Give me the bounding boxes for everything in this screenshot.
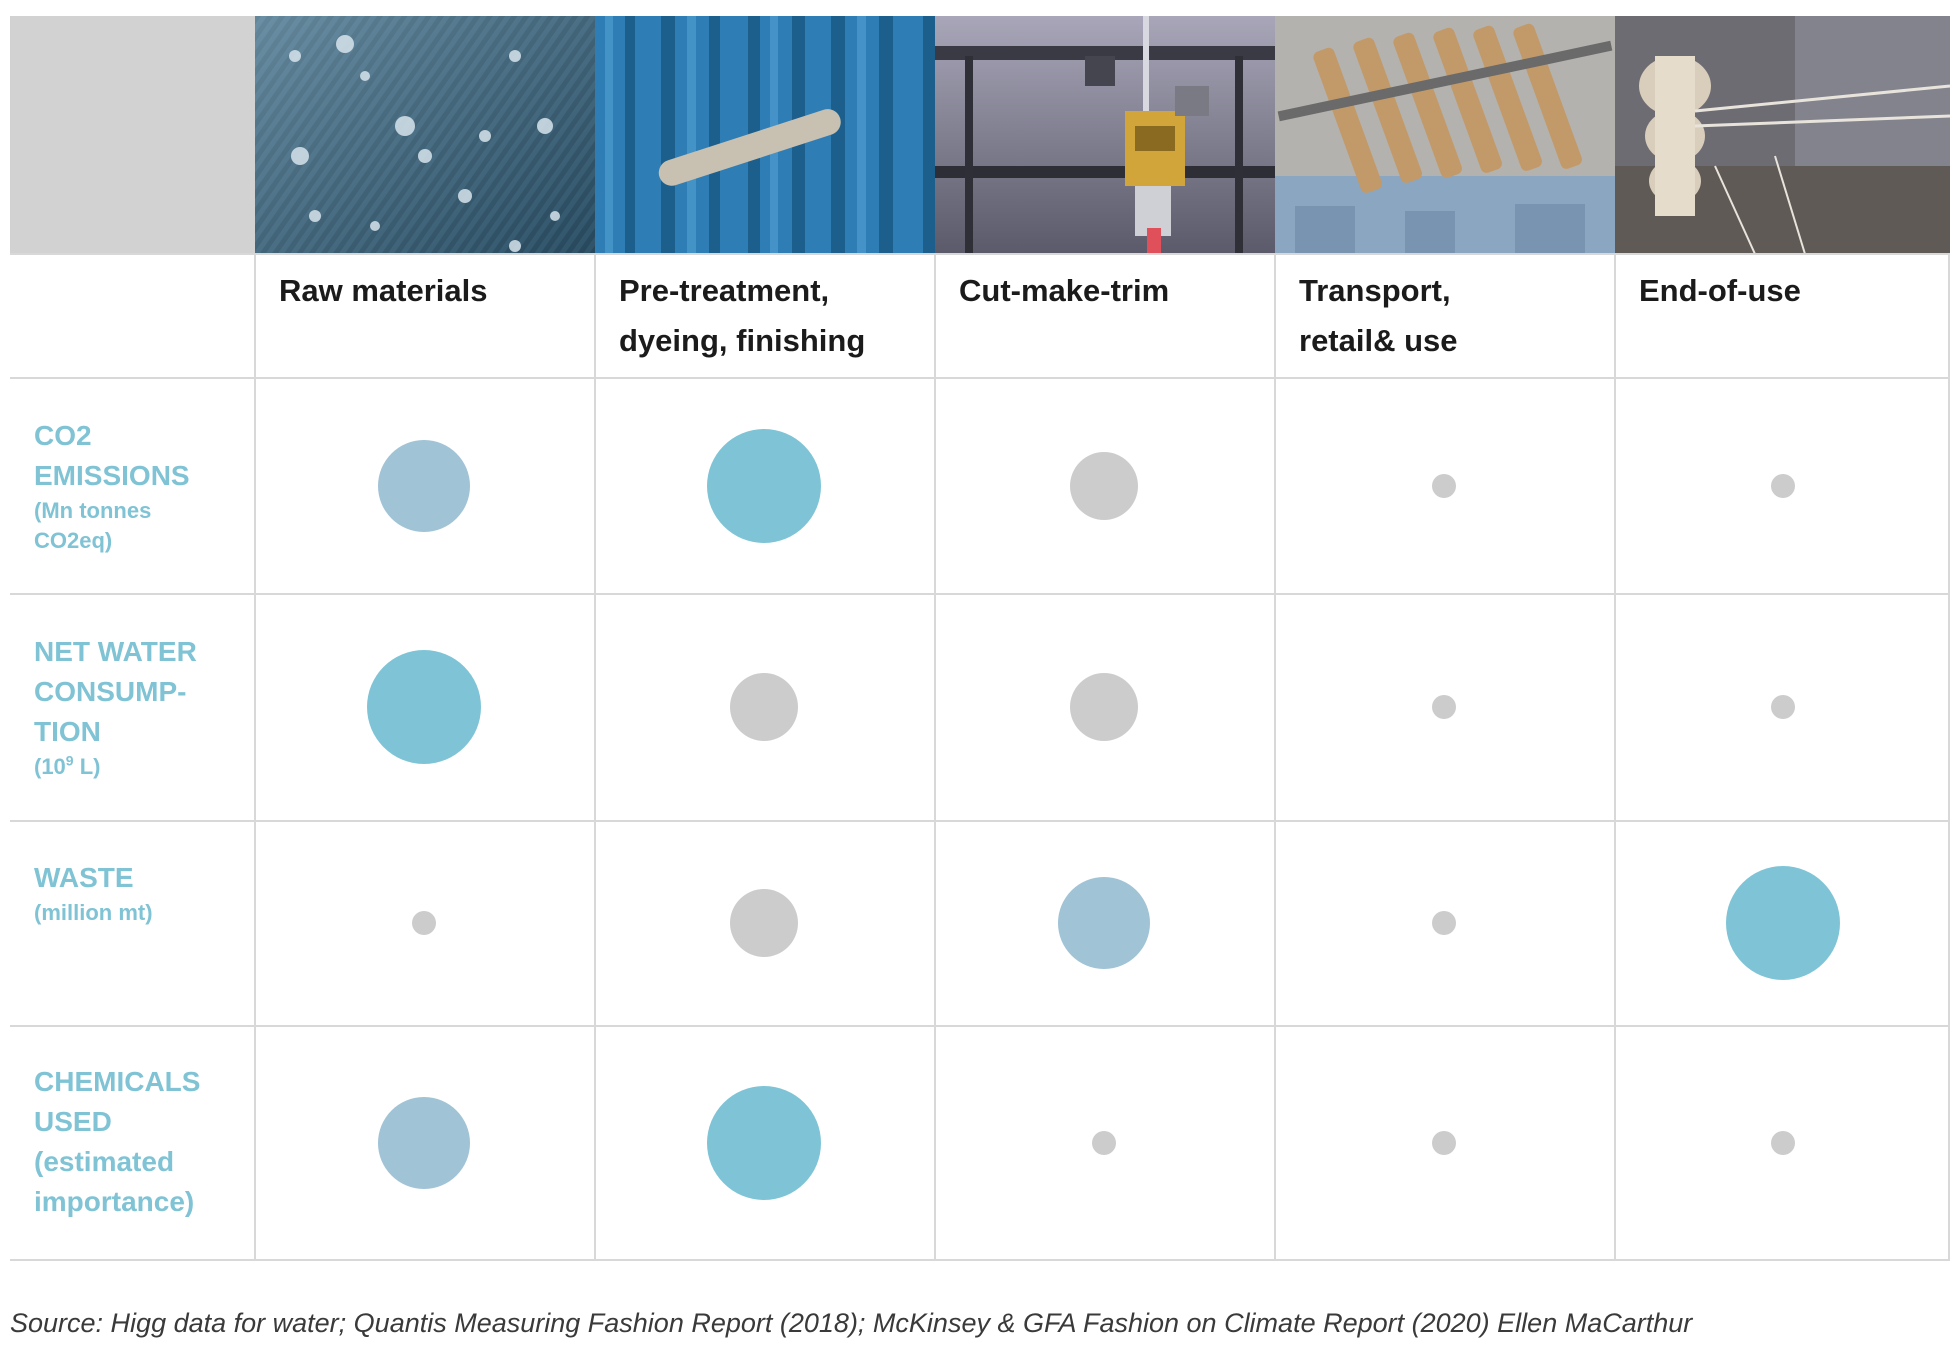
stage-label-transport: Transport, retail& use [1299,273,1458,358]
row-label-co2-emissions: CO2 EMISSIONS (Mn tonnes CO2eq) [34,420,190,553]
impact-dot-water-pre-treatment [730,673,798,741]
grid-line [10,377,1950,379]
impact-dot-chemicals-cut-make-trim [1092,1131,1116,1155]
grid-line [10,1025,1950,1027]
impact-dot-water-end-of-use [1771,695,1795,719]
impact-dot-water-transport [1432,695,1456,719]
impact-dot-waste-cut-make-trim [1058,877,1150,969]
spinning-spool-photo [1615,16,1950,254]
header-corner-block [10,16,255,254]
row-label-net-water: NET WATER CONSUMP- TION (109 L) [34,636,197,779]
grid-line [1274,254,1276,1261]
impact-dot-waste-transport [1432,911,1456,935]
impact-dot-chemicals-transport [1432,1131,1456,1155]
impact-dot-water-raw-materials [367,650,481,764]
row-label-chemicals: CHEMICALS USED (estimated importance) [34,1066,201,1217]
source-note: Source: Higg data for water; Quantis Mea… [10,1308,1693,1338]
impact-dot-waste-end-of-use [1726,866,1840,980]
row-label-waste: WASTE (million mt) [34,862,153,925]
grid-line [934,254,936,1261]
impact-dot-co2-pre-treatment [707,429,821,543]
grid-line [1948,254,1950,1261]
grid-line [10,820,1950,822]
grid-line [10,253,1950,255]
jeans-hangers-photo [1275,16,1615,254]
impact-dot-co2-raw-materials [378,440,470,532]
impact-dot-chemicals-raw-materials [378,1097,470,1189]
grid-line [10,593,1950,595]
grid-line [594,254,596,1261]
grid-line [10,1259,1950,1261]
stage-label-end-of-use: End-of-use [1639,273,1801,308]
impact-dot-chemicals-pre-treatment [707,1086,821,1200]
stage-label-cut-make-trim: Cut-make-trim [959,273,1170,308]
impact-dot-chemicals-end-of-use [1771,1131,1795,1155]
dyeing-photo [595,16,935,254]
impact-table: Raw materials Pre-treatment, dyeing, fin… [10,16,1950,1261]
stage-label-pre-treatment: Pre-treatment, dyeing, finishing [619,273,866,358]
impact-dot-co2-cut-make-trim [1070,452,1138,520]
stage-label-raw-materials: Raw materials [279,273,488,308]
impact-dot-water-cut-make-trim [1070,673,1138,741]
grid-line [1614,254,1616,1261]
cutting-machine-photo [935,16,1275,254]
raw-materials-photo [255,16,595,254]
impact-dot-waste-raw-materials [412,911,436,935]
impact-dot-co2-end-of-use [1771,474,1795,498]
impact-dot-co2-transport [1432,474,1456,498]
impact-dot-waste-pre-treatment [730,889,798,957]
grid-line [254,254,256,1261]
